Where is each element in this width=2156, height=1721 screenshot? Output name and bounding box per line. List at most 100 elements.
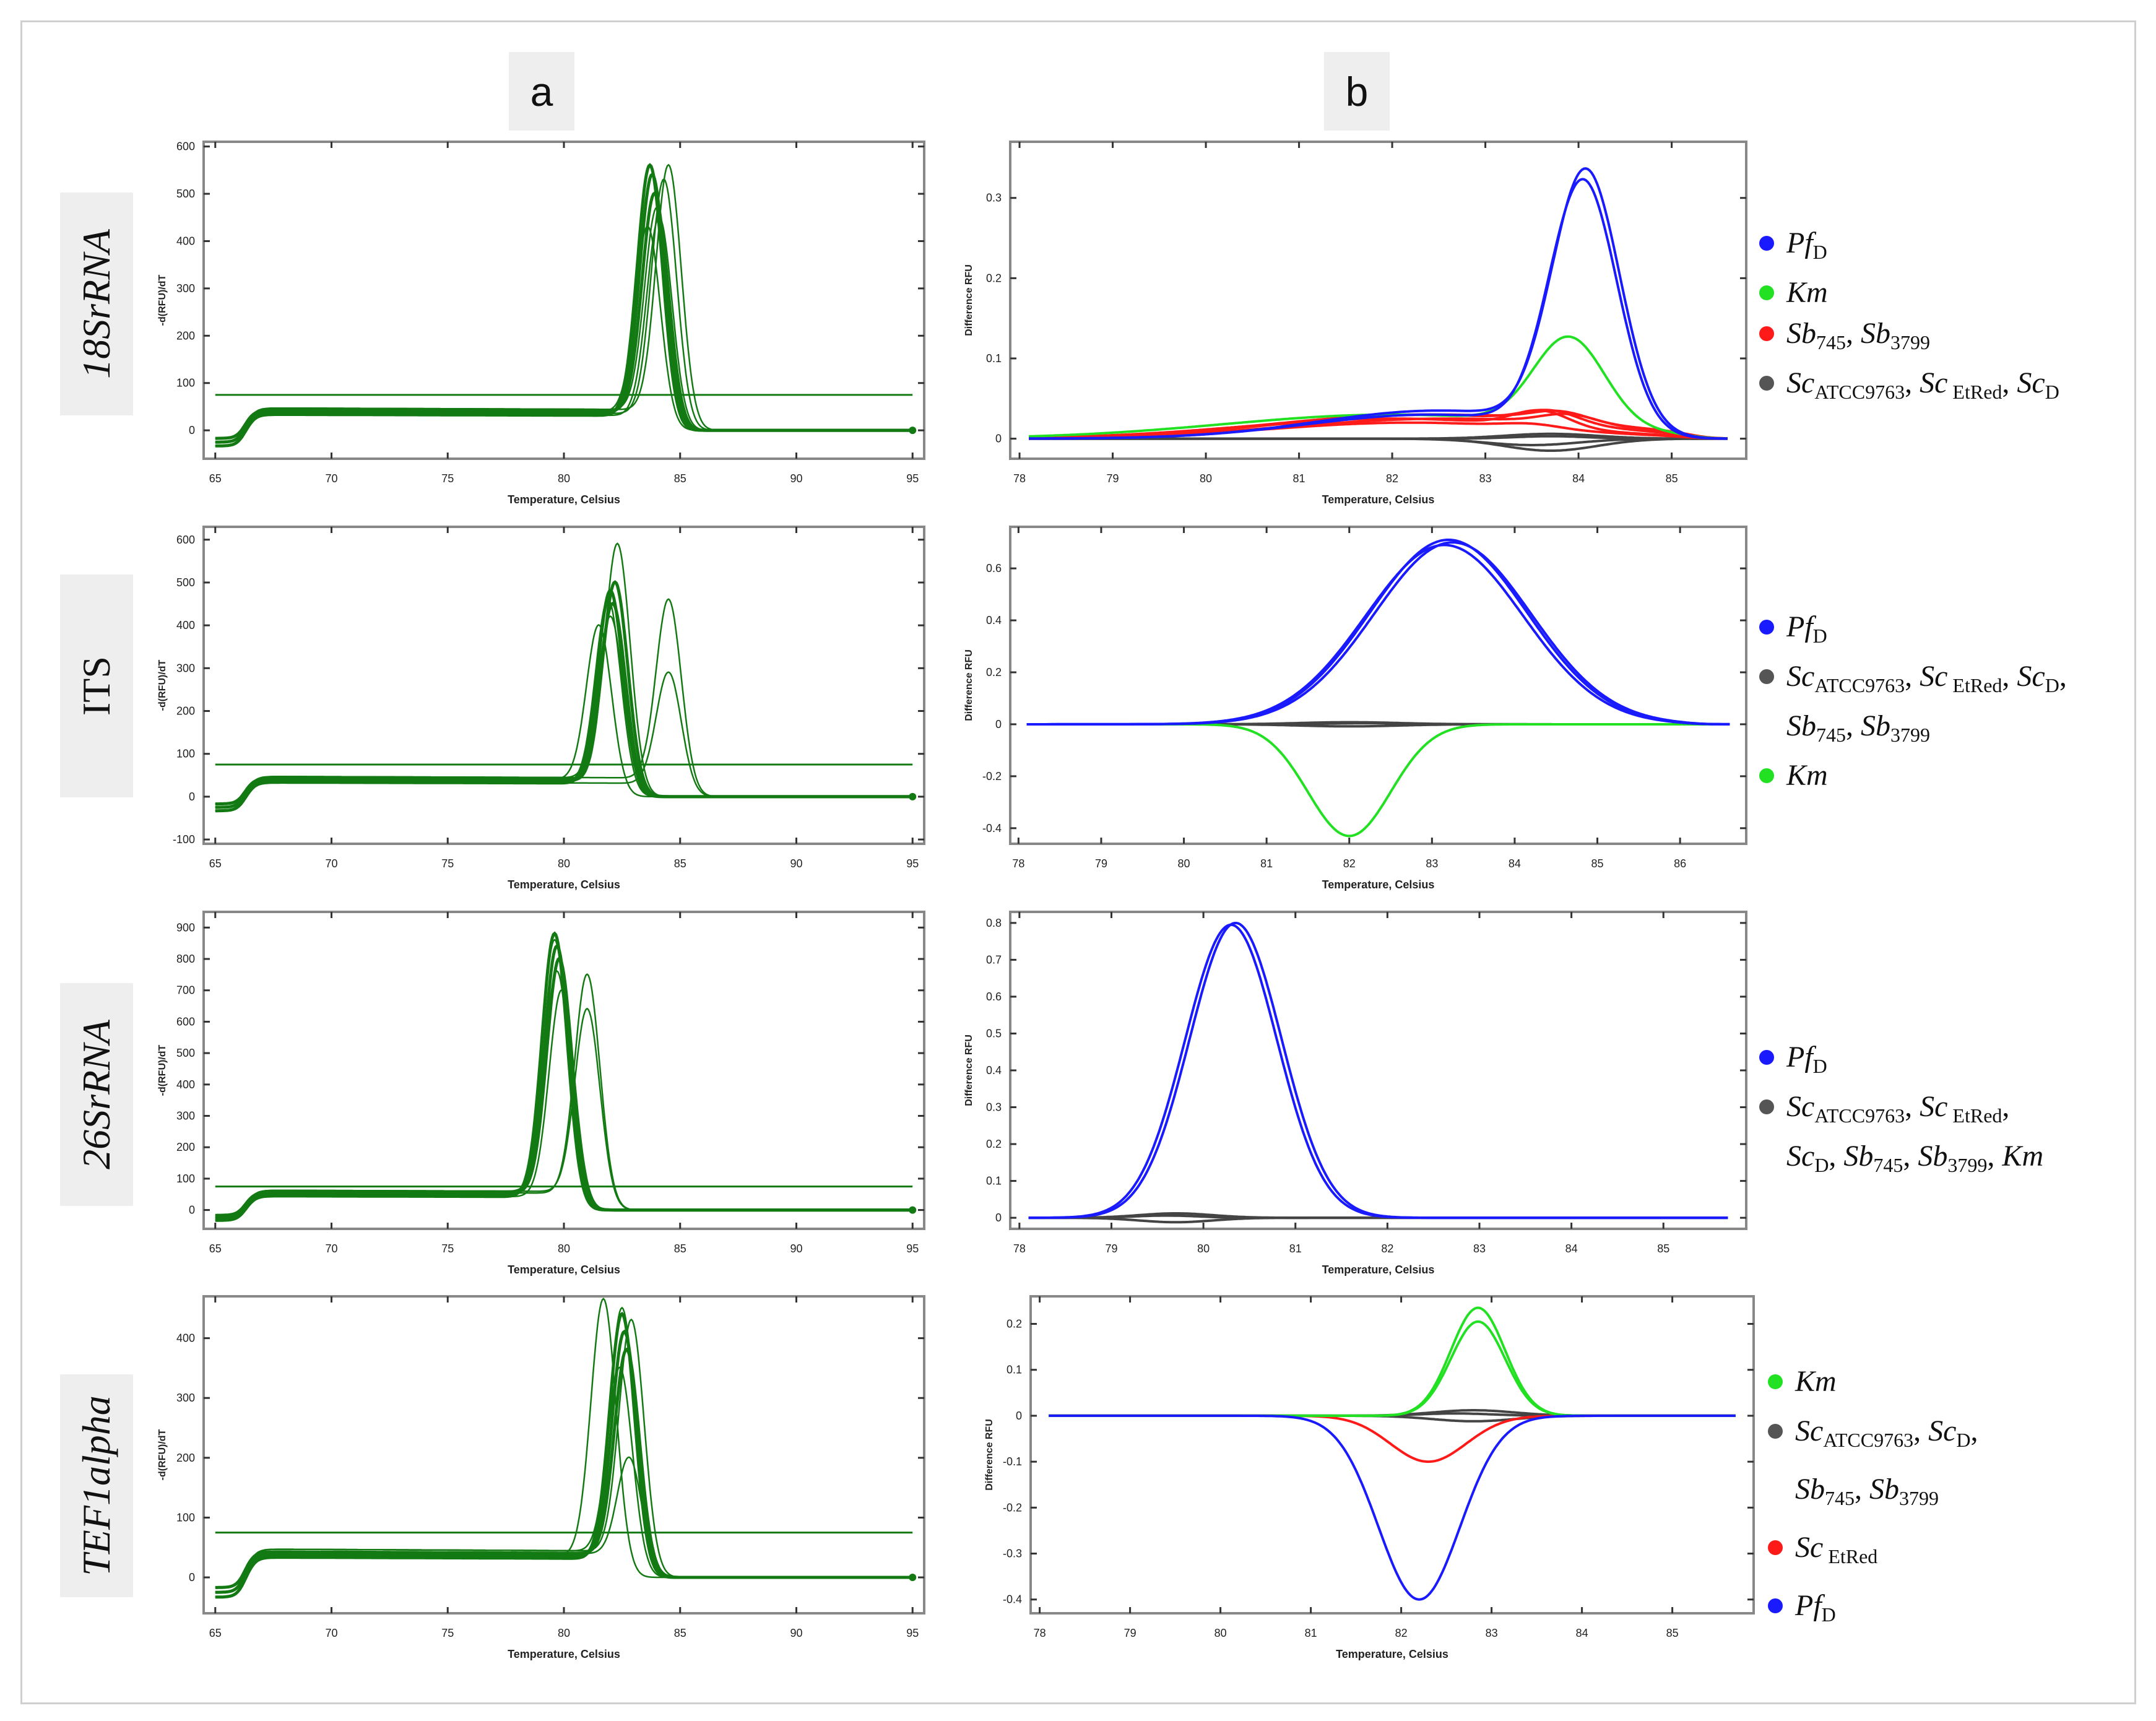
legend-text: Sb	[1918, 1140, 1948, 1173]
legend-label: Sb745, Sb3799	[1795, 1465, 1978, 1523]
y-tick-label: 0.3	[986, 192, 1002, 204]
legend-text: D	[1812, 241, 1827, 263]
legend-item: Km	[1759, 272, 2059, 313]
x-tick-label: 83	[1426, 857, 1438, 870]
legend-item: PfD	[1768, 1581, 1978, 1639]
y-tick-label: -100	[173, 833, 195, 846]
x-tick-label: 83	[1479, 472, 1492, 485]
x-axis-title: Temperature, Celsius	[508, 493, 620, 506]
legend-text: ,	[2059, 660, 2067, 693]
plot-frame	[1009, 141, 1747, 460]
x-tick-label: 82	[1381, 1242, 1393, 1255]
figure-frame	[20, 20, 2136, 1704]
row-label-text: 26SrRNA	[74, 1020, 118, 1169]
legend-item: ScATCC9763, Sc EtRed, ScD, Sb745, Sb3799,…	[1759, 1086, 2043, 1186]
y-tick-label: 0.2	[986, 272, 1002, 284]
legend-label: ScATCC9763, Sc EtRed, ScD	[1786, 363, 2059, 412]
y-tick-label: 800	[176, 953, 195, 965]
y-tick-label: 400	[176, 235, 195, 247]
x-tick-label: 90	[790, 472, 802, 485]
legend-label: Km	[1795, 1357, 1978, 1407]
x-tick-label: 81	[1289, 1242, 1302, 1255]
y-tick-label: -0.2	[1003, 1501, 1022, 1514]
legend-text: ATCC9763	[1814, 674, 1905, 696]
legend-text: ,	[1846, 317, 1861, 350]
y-axis-title: -d(RFU)/dT	[157, 659, 168, 711]
chart-a-18S: 65 70 75 80 85 90 95 0 100 200 300 400 500 600 Tempera…	[157, 141, 925, 506]
legend-text: Km	[1786, 276, 1828, 309]
x-tick-label: 81	[1305, 1627, 1317, 1639]
legend-text: 3799	[1947, 1154, 1988, 1176]
y-tick-label: 300	[176, 662, 195, 674]
y-tick-label: 0.6	[986, 991, 1002, 1003]
y-tick-label: 0	[995, 1212, 1002, 1224]
legend-text: 745	[1816, 724, 1846, 746]
legend-text: Sc	[1920, 366, 1948, 399]
x-axis-title: Temperature, Celsius	[1322, 493, 1435, 506]
y-tick-label: 200	[176, 705, 195, 717]
x-tick-label: 81	[1260, 857, 1273, 870]
x-axis-title: Temperature, Celsius	[508, 1648, 620, 1660]
x-tick-label: 80	[558, 1627, 570, 1639]
legend-text: Sc	[1786, 1090, 1815, 1123]
legend-text: ,	[1987, 1140, 2002, 1173]
chart-b-ITS: 78 79 80 81 82 83 84 85 86 -0.4 -0.2 0 0.2 0.4 0.6 Temp…	[964, 526, 1747, 891]
legend-text: D	[1812, 1055, 1827, 1077]
difference-curve-pf	[1028, 923, 1728, 1220]
x-tick-label: 65	[209, 472, 222, 485]
plot-frame	[202, 1295, 925, 1615]
x-tick-label: 65	[209, 1627, 222, 1639]
curves	[215, 931, 917, 1222]
legend-text: Pf	[1786, 610, 1813, 643]
x-tick-label: 90	[790, 1242, 802, 1255]
x-tick-label: 80	[558, 472, 570, 485]
y-axis-title: -d(RFU)/dT	[157, 274, 168, 326]
y-tick-label: 300	[176, 1392, 195, 1404]
x-tick-label: 85	[1657, 1242, 1669, 1255]
legend-label: PfD	[1786, 1037, 2043, 1086]
y-tick-label: -0.4	[982, 822, 1002, 834]
legend-text: ,	[2002, 1090, 2010, 1123]
legend-item: ScATCC9763, Sc EtRed, ScD, Sb745, Sb3799	[1759, 656, 2067, 755]
y-tick-label: 0.8	[986, 917, 1002, 929]
x-tick-label: 65	[209, 1242, 222, 1255]
x-tick-label: 85	[674, 1242, 686, 1255]
legend-dot-icon	[1768, 1424, 1783, 1439]
row-label-text: ITS	[74, 656, 118, 716]
legend-text: Sb	[1843, 1140, 1874, 1173]
legend-label: Sb745, Sb3799	[1786, 706, 2067, 755]
legend-text: D	[1821, 1603, 1836, 1626]
legend-text: Sc	[1920, 1090, 1948, 1123]
x-axis-title: Temperature, Celsius	[1336, 1648, 1448, 1660]
column-label-a: a	[509, 52, 574, 131]
legend-text: ,	[1903, 1140, 1918, 1173]
melt-curve	[215, 671, 913, 805]
chart-b-18S: 78 79 80 81 82 83 84 85 0 0.1 0.2 0.3 Temperature, C…	[964, 141, 1747, 506]
x-tick-label: 84	[1565, 1242, 1578, 1255]
legend-text: EtRed	[1823, 1545, 1878, 1567]
x-tick-label: 82	[1343, 857, 1356, 870]
legend-text: D	[2045, 381, 2059, 403]
y-tick-label: 0	[189, 1204, 195, 1216]
legend-text: ,	[2002, 660, 2017, 693]
chart-b-26S: 78 79 80 81 82 83 84 85 0 0.1 0.2 0.3 0.4 0.5 0.6 0.7 0.…	[964, 911, 1747, 1276]
plot-frame	[1009, 526, 1747, 845]
y-tick-label: 200	[176, 1452, 195, 1464]
x-tick-label: 86	[1674, 857, 1686, 870]
y-tick-label: -0.2	[982, 770, 1002, 782]
legend-text: 3799	[1899, 1487, 1939, 1509]
x-tick-label: 79	[1124, 1627, 1136, 1639]
legend-text: Sc	[1795, 1531, 1824, 1564]
legend-label: ScATCC9763, ScD,	[1795, 1407, 1978, 1465]
y-axis-title: -d(RFU)/dT	[157, 1429, 168, 1480]
legend-label: Km	[1786, 272, 2059, 313]
y-tick-label: 0.5	[986, 1027, 1002, 1039]
legend-text: Sb	[1869, 1473, 1899, 1506]
row-label-tef: TEF1alpha	[60, 1374, 133, 1597]
y-tick-label: 0.2	[1007, 1318, 1022, 1330]
y-tick-label: 600	[176, 534, 195, 546]
x-tick-label: 75	[441, 1627, 454, 1639]
x-tick-label: 84	[1576, 1627, 1588, 1639]
y-tick-label: -0.1	[1003, 1455, 1022, 1468]
legend-row-3: PfD ScATCC9763, Sc EtRed, ScD, Sb745, Sb37…	[1759, 1037, 2043, 1186]
